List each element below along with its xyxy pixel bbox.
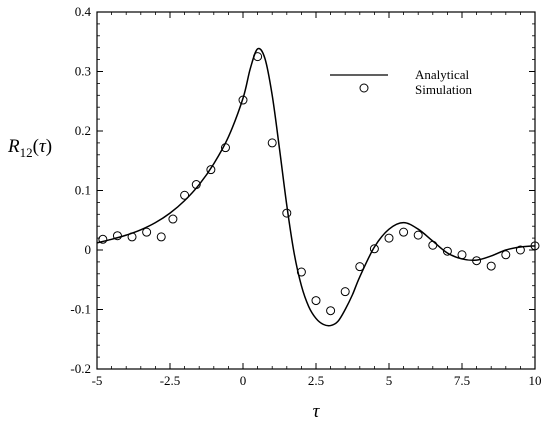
- simulation-point: [472, 256, 482, 266]
- simulation-point: [296, 267, 306, 277]
- x-tick-label: 10: [529, 373, 542, 388]
- x-tick-label: 0: [240, 373, 247, 388]
- x-tick-label: 5: [386, 373, 393, 388]
- series-layer: [96, 47, 540, 327]
- simulation-point: [282, 208, 292, 218]
- simulation-point: [486, 261, 496, 271]
- simulation-point: [442, 246, 452, 256]
- axis-ticks: [96, 11, 536, 370]
- plot-frame: [96, 11, 536, 370]
- simulation-point: [428, 240, 438, 250]
- simulation-point: [399, 227, 409, 237]
- x-tick-label: 7.5: [454, 373, 470, 388]
- y-tick-label: -0.1: [70, 302, 91, 317]
- legend: Analytical Simulation: [330, 67, 473, 97]
- simulation-point: [168, 214, 178, 224]
- y-axis-title-base: R: [7, 136, 20, 157]
- legend-simulation-marker: [359, 83, 369, 93]
- simulation-point: [384, 233, 394, 243]
- y-tick-label: -0.2: [70, 361, 91, 376]
- simulation-point: [98, 234, 108, 244]
- y-axis-title-subscript: 12: [20, 145, 33, 160]
- y-axis-title-arg: τ: [39, 136, 47, 157]
- simulation-point: [413, 230, 423, 240]
- simulation-point: [127, 232, 137, 242]
- simulation-point: [369, 244, 379, 254]
- x-tick-label: -2.5: [160, 373, 181, 388]
- simulation-point: [220, 143, 230, 153]
- y-tick-label: 0.3: [75, 64, 91, 79]
- simulation-point: [267, 138, 277, 148]
- simulation-point: [253, 52, 263, 62]
- simulation-point: [206, 165, 216, 175]
- legend-analytical-label: Analytical: [415, 67, 470, 82]
- tick-labels: -5 -2.5 0 2.5 5 7.5 10 -0.2 -0.1 0 0.1 0.2 0.3 0.4: [70, 4, 541, 388]
- y-tick-label: 0.1: [75, 183, 91, 198]
- simulation-point: [530, 241, 540, 251]
- x-axis-title: τ: [313, 401, 321, 422]
- y-axis-title-close: ): [46, 136, 52, 157]
- x-tick-label: -5: [92, 373, 103, 388]
- y-axis-title: R12(τ): [7, 136, 52, 160]
- simulation-point: [238, 95, 248, 105]
- simulation-point: [180, 190, 190, 200]
- simulation-point: [112, 231, 122, 241]
- simulation-point: [156, 232, 166, 242]
- simulation-point: [340, 287, 350, 297]
- y-tick-label: 0: [85, 242, 92, 257]
- simulation-point: [311, 296, 321, 306]
- y-axis-title-open: (: [33, 136, 39, 157]
- y-tick-label: 0.2: [75, 123, 91, 138]
- simulation-point: [501, 250, 511, 260]
- simulation-point: [515, 245, 525, 255]
- simulation-point: [457, 250, 467, 260]
- simulation-point: [142, 227, 152, 237]
- simulation-point: [191, 180, 201, 190]
- y-tick-label: 0.4: [75, 4, 92, 19]
- simulation-point: [326, 306, 336, 316]
- legend-simulation-label: Simulation: [415, 82, 473, 97]
- x-tick-label: 2.5: [308, 373, 324, 388]
- simulation-point: [355, 262, 365, 272]
